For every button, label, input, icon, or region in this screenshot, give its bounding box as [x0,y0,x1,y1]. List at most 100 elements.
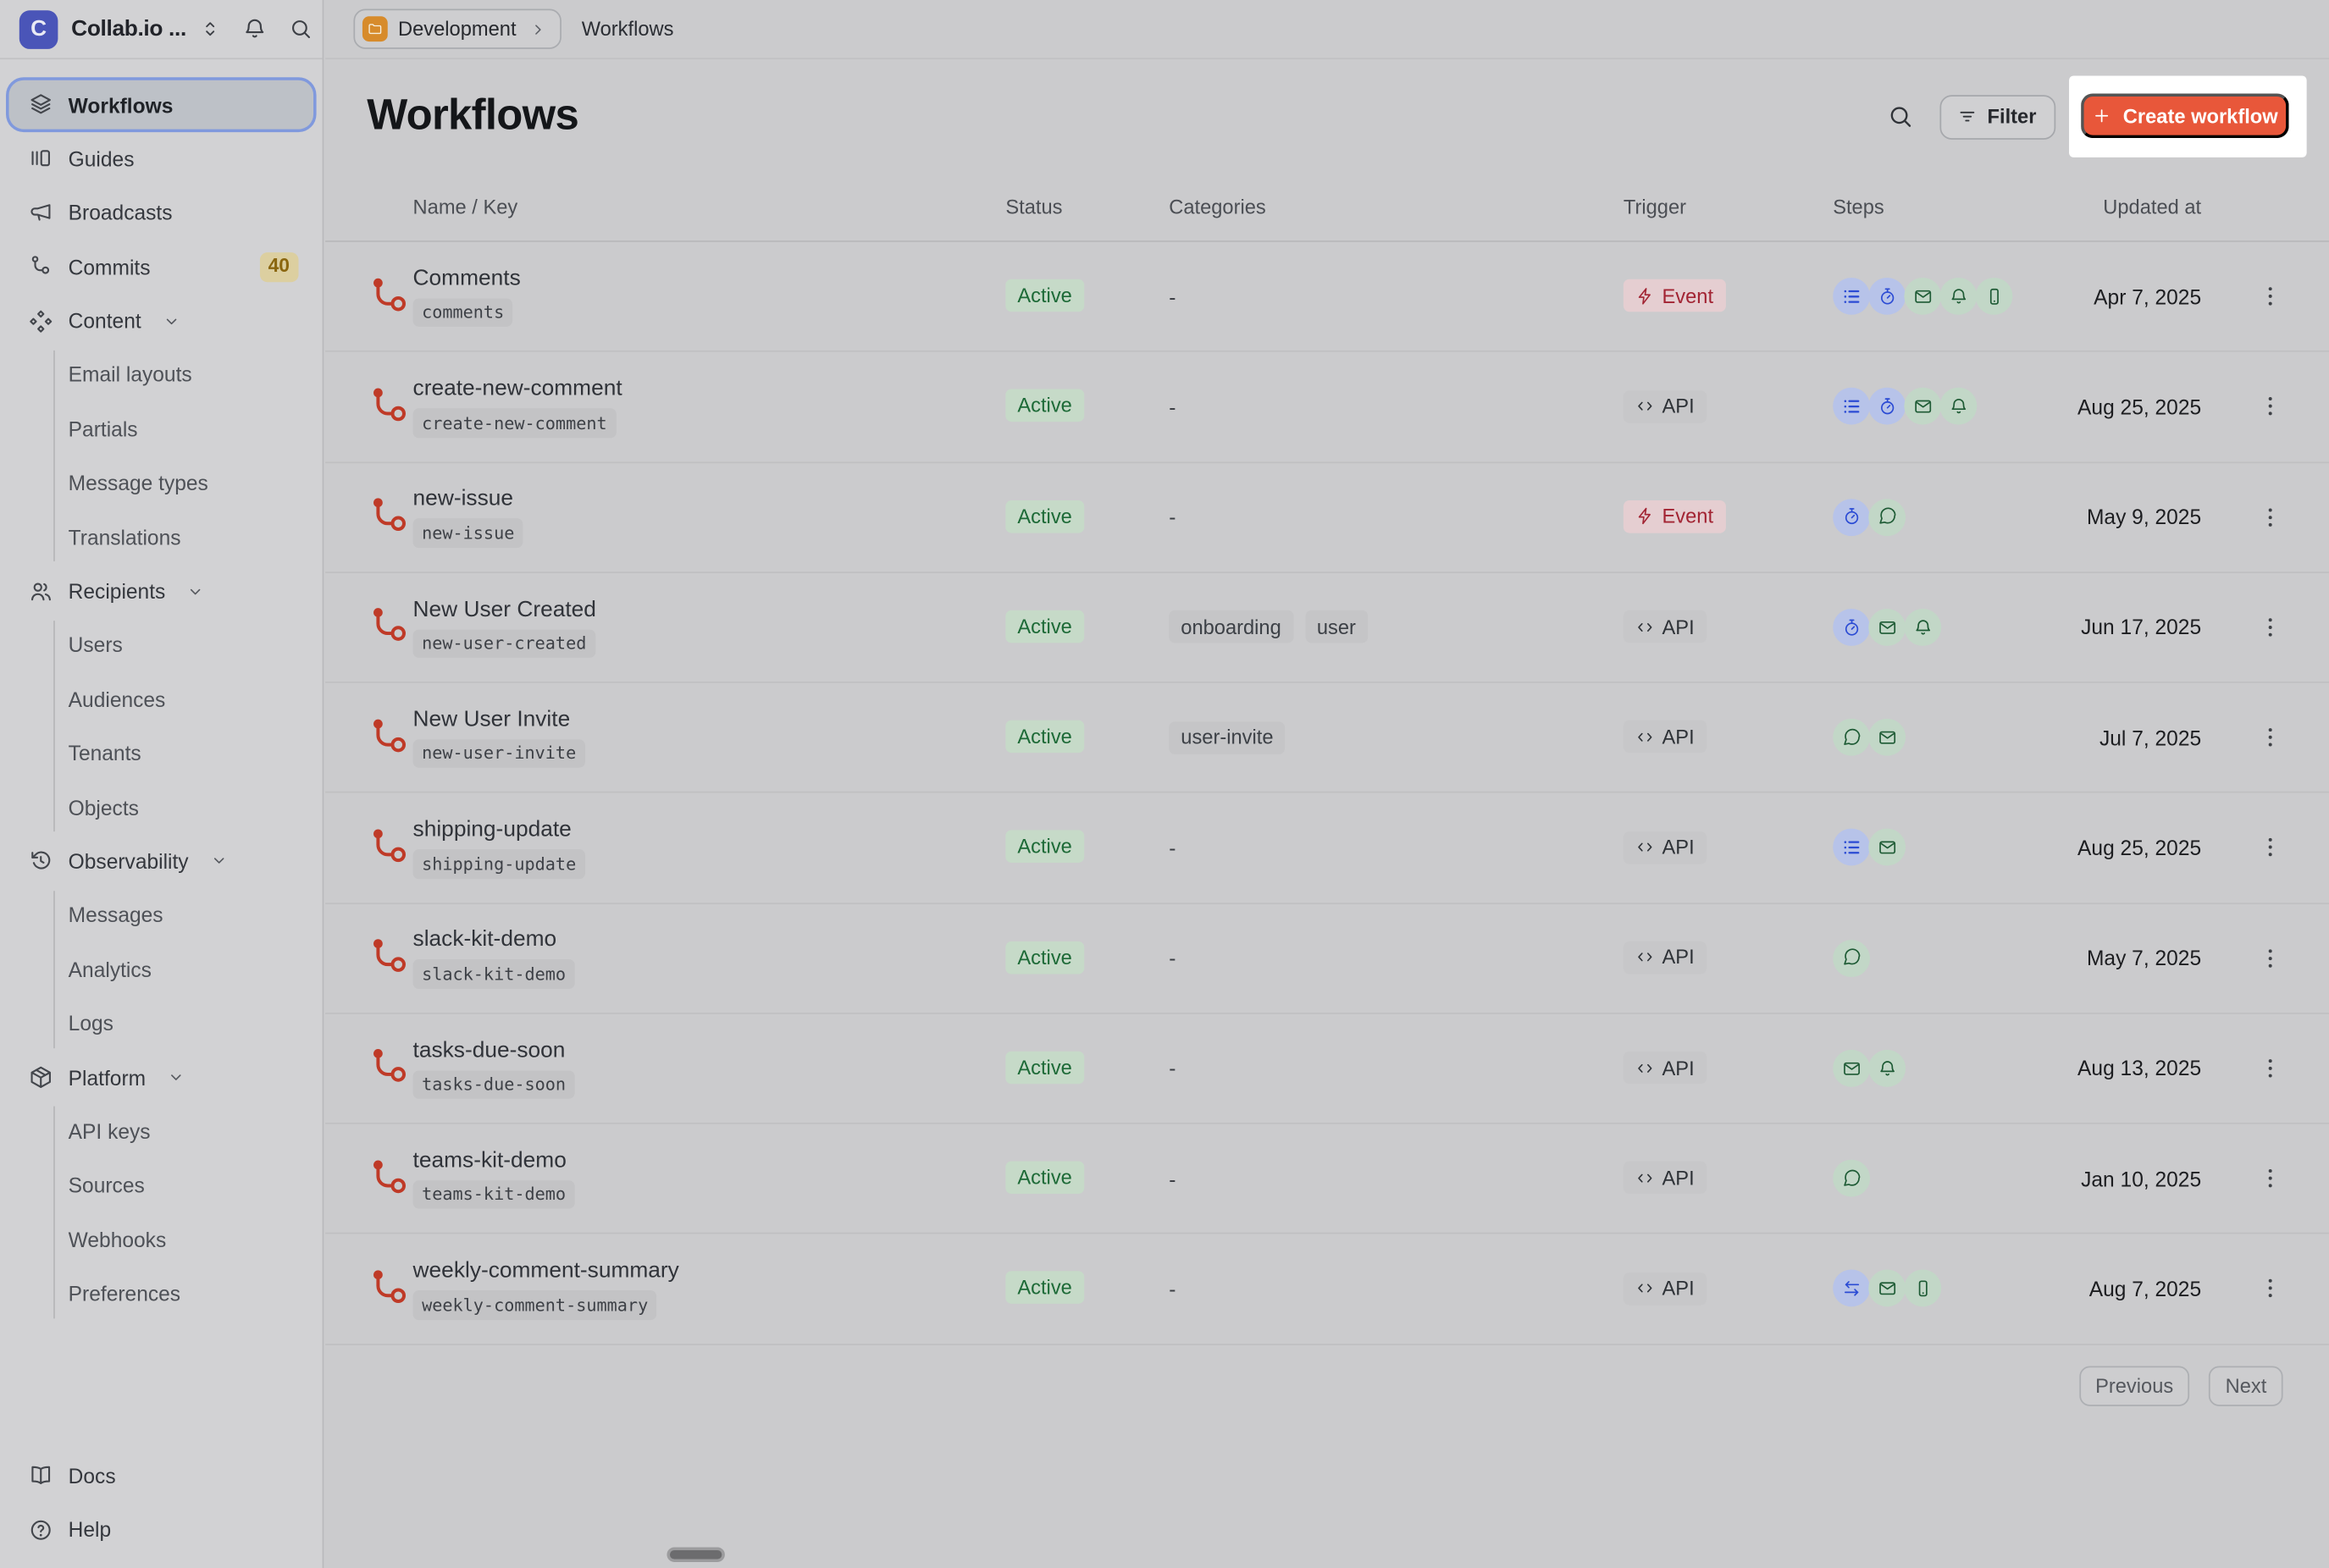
swap-icon [1841,1278,1862,1299]
environment-switcher[interactable]: Development [353,8,562,49]
timer-step-icon [1868,388,1906,426]
row-menu-button[interactable] [2257,505,2282,530]
sidebar-item-objects[interactable]: Objects [55,782,313,831]
sidebar-item-docs[interactable]: Docs [9,1451,314,1500]
empty-categories-dash: - [1169,946,1176,970]
sidebar-item-recipients[interactable]: Recipients [9,566,314,616]
next-page-button[interactable]: Next [2209,1365,2283,1405]
chat-step-icon [1868,498,1906,536]
sidebar-item-audiences[interactable]: Audiences [55,675,313,724]
timer-icon [1877,396,1897,417]
row-menu-button[interactable] [2257,394,2282,419]
sidebar-item-guides[interactable]: Guides [9,135,314,184]
row-menu-button[interactable] [2257,1166,2282,1191]
trigger-badge: API [1623,831,1707,864]
updated-at-cell: May 7, 2025 [2086,946,2202,970]
sidebar-item-analytics[interactable]: Analytics [55,945,313,994]
workflow-row[interactable]: Comments comments Active - Event Apr 7, 2025 [325,242,2329,353]
workflow-row[interactable]: teams-kit-demo teams-kit-demo Active - API Ja… [325,1124,2329,1234]
sidebar-item-api-keys[interactable]: API keys [55,1107,313,1156]
workspace-selector-icon[interactable] [200,18,222,40]
sidebar-nav: Workflows Guides Broadcasts Commits 40 Conten… [0,59,323,1451]
empty-categories-dash: - [1169,1277,1176,1301]
notifications-bell-icon[interactable] [243,16,268,41]
row-menu-cell [2228,835,2311,860]
create-workflow-label: Create workflow [2122,104,2278,127]
trigger-label: API [1662,616,1695,638]
sidebar-item-message-types[interactable]: Message types [55,458,313,507]
row-menu-button[interactable] [2257,835,2282,860]
sidebar-item-broadcasts[interactable]: Broadcasts [9,188,314,237]
row-menu-button[interactable] [2257,284,2282,309]
workflow-icon [365,824,412,871]
workflow-row[interactable]: new-issue new-issue Active - Event May 9, 202… [325,462,2329,573]
updated-at-cell: Jul 7, 2025 [2099,725,2202,750]
row-menu-button[interactable] [2257,725,2282,750]
sidebar-item-observability[interactable]: Observability [9,836,314,886]
mail-step-icon [1833,1049,1871,1087]
sidebar-item-platform[interactable]: Platform [9,1052,314,1101]
row-menu-button[interactable] [2257,615,2282,640]
mail-step-icon [1868,1270,1906,1308]
bell-step-icon [1868,1049,1906,1087]
workflow-row[interactable]: create-new-comment create-new-comment Acti… [325,352,2329,463]
categories-cell: - [1169,1057,1624,1080]
bell-step-icon [1904,608,1942,646]
sidebar-item-sources[interactable]: Sources [55,1161,313,1210]
workflow-name: teams-kit-demo [412,1147,567,1173]
previous-page-button[interactable]: Previous [2078,1365,2190,1405]
workflow-row[interactable]: New User Created new-user-created Active on… [325,573,2329,683]
updated-at-cell: Jun 17, 2025 [2081,615,2202,639]
sidebar-item-users[interactable]: Users [55,621,313,670]
workflow-row[interactable]: tasks-due-soon tasks-due-soon Active - API Au… [325,1013,2329,1124]
create-workflow-button[interactable]: Create workflow [2081,93,2289,139]
sidebar-search-icon[interactable] [289,16,314,41]
column-header-steps: Steps [1833,196,1884,218]
workflow-row[interactable]: weekly-comment-summary weekly-comment-sum… [325,1234,2329,1345]
sidebar-item-help[interactable]: Help [9,1505,314,1554]
sidebar-item-logs[interactable]: Logs [55,999,313,1048]
sidebar-item-content[interactable]: Content [9,296,314,345]
empty-categories-dash: - [1169,505,1176,529]
sidebar-item-label: Commits [68,255,151,279]
workflow-icon [365,1265,412,1312]
sidebar-item-partials[interactable]: Partials [55,405,313,454]
row-menu-button[interactable] [2257,946,2282,971]
sidebar-footer-label: Help [68,1517,112,1542]
row-menu-cell [2228,284,2311,309]
column-header-updated-at: Updated at [2103,196,2202,218]
main-content: Development Workflows Workflows Filter C… [325,0,2329,1568]
horizontal-scrollbar-thumb[interactable] [667,1547,725,1562]
sidebar-item-commits[interactable]: Commits 40 [9,242,314,291]
workflow-key-badge: comments [412,298,513,328]
mail-icon [1912,396,1933,417]
table-search-button[interactable] [1884,99,1919,135]
sidebar-item-email-layouts[interactable]: Email layouts [55,351,313,400]
workflow-row[interactable]: shipping-update shipping-update Active - API… [325,793,2329,904]
sidebar-item-webhooks[interactable]: Webhooks [55,1215,313,1264]
filter-button[interactable]: Filter [1939,94,2056,139]
sidebar-subitem-label: Email layouts [68,362,192,387]
row-menu-button[interactable] [2257,1056,2282,1081]
sidebar-item-messages[interactable]: Messages [55,891,313,940]
status-cell: Active [1005,831,1084,864]
sidebar-item-tenants[interactable]: Tenants [55,729,313,778]
sidebar-item-translations[interactable]: Translations [55,512,313,561]
swap-step-icon [1833,1270,1871,1308]
status-badge: Active [1005,500,1084,533]
sidebar-item-workflows[interactable]: Workflows [8,80,314,130]
chevron-right-icon [528,20,546,38]
table-header: Name / Key Status Categories Trigger Ste… [325,174,2329,242]
timer-icon [1841,507,1862,527]
steps-cell [1833,719,2055,756]
workflow-row[interactable]: New User Invite new-user-invite Active user… [325,683,2329,793]
status-badge: Active [1005,1051,1084,1085]
workflow-row[interactable]: slack-kit-demo slack-kit-demo Active - API Ma… [325,903,2329,1014]
workflow-name: slack-kit-demo [412,927,557,952]
mail-step-icon [1868,719,1906,756]
row-menu-button[interactable] [2257,1276,2282,1301]
event-bolt-icon [1635,286,1655,306]
sidebar-item-preferences[interactable]: Preferences [55,1269,313,1318]
trigger-badge: API [1623,610,1707,643]
trigger-cell: API [1623,1162,1707,1195]
